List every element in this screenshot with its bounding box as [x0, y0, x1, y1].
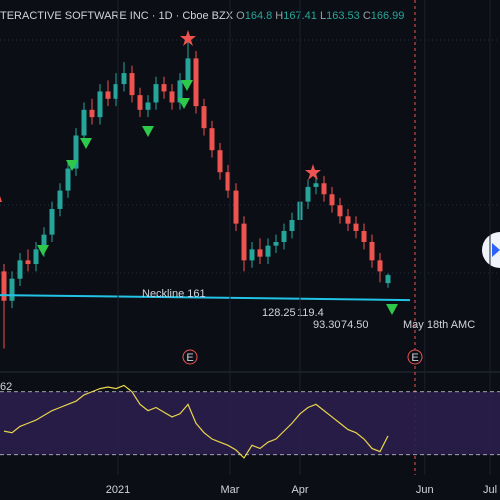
candle-body [329, 194, 335, 206]
ohlc-value: 164.8 [245, 10, 273, 22]
annotation: May 18th AMC [403, 319, 475, 331]
candle-body [1, 271, 7, 301]
candle-body [17, 260, 23, 279]
candle-body [337, 205, 343, 217]
candle-body [273, 241, 279, 246]
candle-body [361, 230, 367, 242]
candle-body [33, 249, 39, 265]
neckline [0, 294, 411, 302]
earnings-label: E [186, 352, 193, 364]
candle-body [105, 91, 111, 99]
candle-body [161, 84, 167, 92]
signals [0, 30, 398, 315]
x-tick-label: Jul [483, 484, 497, 496]
ohlc-value: 163.53 [326, 10, 360, 22]
candle-body [241, 223, 247, 261]
candle-body [217, 150, 223, 173]
candle-body [9, 278, 15, 301]
candles [1, 36, 391, 349]
candle-body [345, 216, 351, 224]
ohlc-value: 166.99 [371, 10, 405, 22]
x-tick-label: Apr [291, 484, 308, 496]
candle-body [377, 260, 383, 272]
candle-body [225, 172, 231, 191]
candle-body [153, 84, 159, 103]
neckline-label: Neckline 161 [142, 288, 206, 300]
candle-body [49, 208, 55, 235]
candle-body [57, 190, 63, 209]
scroll-icon [492, 243, 500, 257]
candle-body [249, 249, 255, 261]
ohlc-label: C [363, 10, 371, 22]
candle-body [193, 58, 199, 107]
annotation: 119.4 [297, 307, 324, 319]
candle-body [97, 91, 103, 118]
candle-body [281, 230, 287, 242]
rsi-label: 62 [0, 381, 12, 393]
candle-body [129, 73, 135, 96]
x-tick-label: Mar [221, 484, 240, 496]
candle-body [265, 245, 271, 257]
earnings-label: E [411, 352, 418, 364]
annotation: 93.30 [313, 319, 341, 331]
annotation: 128.25 [262, 307, 296, 319]
header: TERACTIVE SOFTWARE INC · 1D · Cboe BZX O… [0, 10, 404, 22]
candle-body [65, 168, 71, 191]
candle-body [113, 84, 119, 99]
candle-body [177, 80, 183, 103]
candle-body [233, 190, 239, 224]
candle-body [137, 95, 143, 110]
candle-body [201, 106, 207, 129]
ohlc-label: H [275, 10, 283, 22]
rsi-line [3, 384, 389, 459]
ohlc-label: L [320, 10, 326, 22]
candle-body [41, 234, 47, 250]
candle-body [305, 186, 311, 202]
earnings-marker [182, 349, 198, 365]
candle-body [25, 260, 31, 265]
annotation: 74.50 [341, 319, 369, 331]
title: TERACTIVE SOFTWARE INC · 1D · Cboe BZX [0, 10, 234, 22]
candle-body [385, 275, 391, 284]
candle-body [73, 135, 79, 169]
candle-body [89, 109, 95, 118]
earnings-marker [407, 349, 423, 365]
candle-body [369, 241, 375, 261]
candle-body [313, 183, 319, 187]
candle-body [209, 128, 215, 151]
x-tick-label: Jun [416, 484, 434, 496]
candle-body [257, 249, 263, 257]
candle-body [169, 91, 175, 103]
candle-body [185, 58, 191, 81]
candle-body [121, 73, 127, 85]
x-tick-label: 2021 [106, 484, 130, 496]
rsi-band [0, 391, 500, 455]
candle-body [81, 109, 87, 136]
scroll-button[interactable] [482, 232, 500, 268]
ohlc-label: O [236, 10, 245, 22]
candle-body [321, 183, 327, 195]
grid-decor [0, 39, 500, 274]
candle-body [353, 223, 359, 231]
candle-body [289, 219, 295, 231]
candle-body [145, 102, 151, 110]
